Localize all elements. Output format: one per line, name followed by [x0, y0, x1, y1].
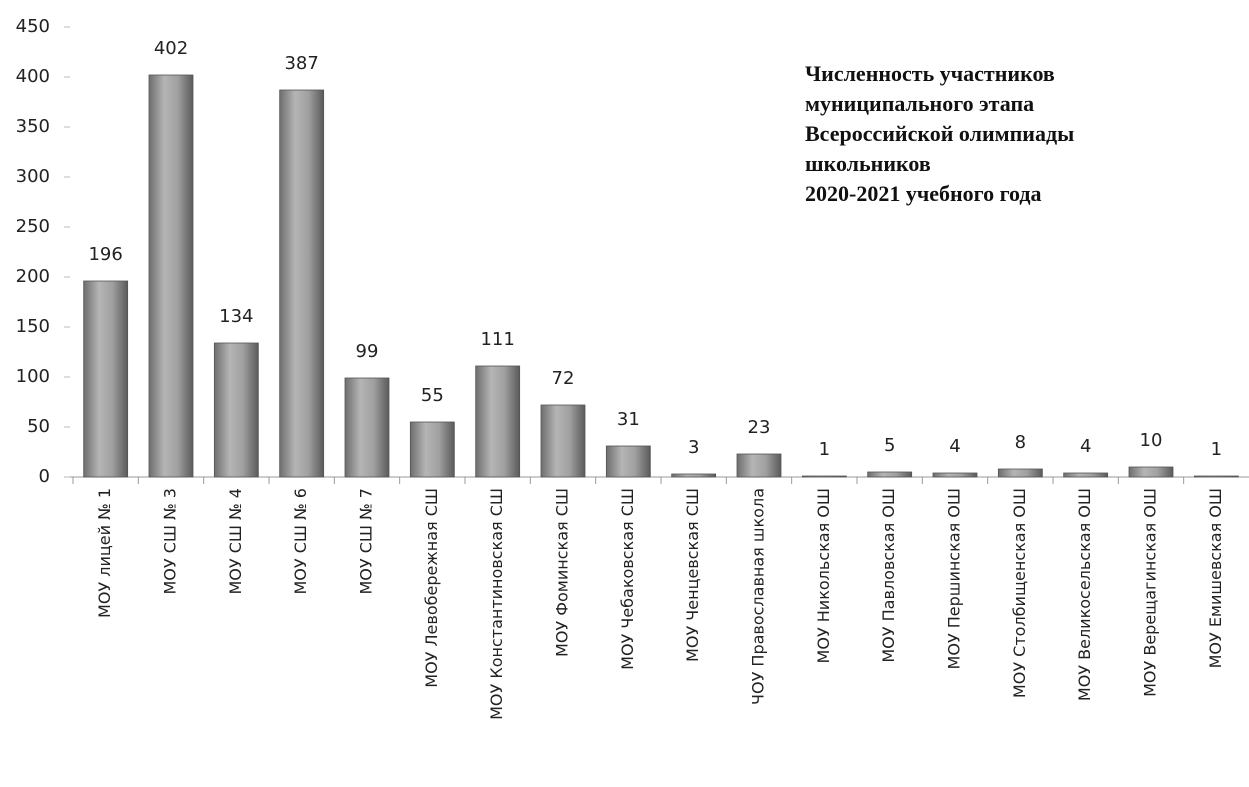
x-tick-label: МОУ Емишевская ОШ: [1206, 488, 1225, 668]
bar: [1063, 472, 1109, 478]
x-tick-label: МОУ Ченцевская СШ: [683, 488, 702, 662]
title-line: муниципального этапа: [805, 91, 1034, 116]
value-label: 10: [1140, 430, 1163, 451]
bar: [409, 421, 455, 478]
value-label: 196: [88, 244, 122, 265]
x-tick-label: МОУ Верещагинская ОШ: [1141, 488, 1160, 697]
y-tick-label: 150: [16, 316, 50, 337]
y-tick-label: 0: [39, 466, 50, 487]
y-tick-label: 450: [16, 16, 50, 37]
value-label: 4: [949, 436, 960, 457]
x-tick-label: ЧОУ Православная школа: [749, 488, 768, 705]
value-label: 8: [1015, 432, 1026, 453]
value-label: 72: [552, 368, 575, 389]
value-label: 111: [480, 329, 514, 350]
bar: [605, 445, 651, 478]
value-label: 23: [748, 417, 771, 438]
y-tick-label: 300: [16, 166, 50, 187]
chart-title: Численность участников муниципального эта…: [805, 61, 1074, 206]
value-label: 4: [1080, 436, 1091, 457]
title-line: школьников: [805, 151, 931, 176]
y-tick-label: 350: [16, 116, 50, 137]
x-tick-label: МОУ лицей № 1: [95, 488, 114, 618]
bar: [213, 342, 259, 478]
x-tick-label: МОУ Никольская ОШ: [814, 488, 833, 663]
value-label: 387: [284, 53, 318, 74]
x-tick-label: МОУ СШ № 6: [291, 488, 310, 595]
x-tick-label: МОУ Павловская ОШ: [879, 488, 898, 663]
x-tick-label: МОУ СШ № 4: [226, 488, 245, 595]
x-tick-label: МОУ СШ № 7: [357, 488, 376, 595]
value-label: 1: [819, 439, 830, 460]
title-line: Всероссийской олимпиады: [805, 121, 1074, 146]
bar: [671, 473, 717, 478]
y-tick-label: 200: [16, 266, 50, 287]
title-line: Численность участников: [805, 61, 1055, 86]
value-label: 31: [617, 409, 640, 430]
x-tick-label: МОУ Левобережная СШ: [422, 488, 441, 688]
value-label: 5: [884, 435, 895, 456]
bar: [540, 404, 586, 478]
value-label: 99: [356, 341, 379, 362]
bar: [148, 74, 194, 478]
y-tick-label: 50: [27, 416, 50, 437]
value-label: 55: [421, 385, 444, 406]
value-label: 402: [154, 38, 188, 59]
bar: [1193, 475, 1239, 478]
bar: [997, 468, 1043, 478]
bar: [801, 475, 847, 478]
x-tick-label: МОУ Константиновская СШ: [487, 488, 506, 720]
x-tick-label: МОУ Чебаковская СШ: [618, 488, 637, 670]
x-tick-label: МОУ СШ № 3: [161, 488, 180, 595]
y-tick-label: 250: [16, 216, 50, 237]
y-tick-label: 400: [16, 66, 50, 87]
x-tick-label: МОУ Столбищенская ОШ: [1010, 488, 1029, 698]
value-label: 134: [219, 306, 253, 327]
x-tick-label: МОУ Великосельская ОШ: [1075, 488, 1094, 701]
bar: [344, 377, 390, 478]
bar: [736, 453, 782, 478]
bar: [83, 280, 129, 478]
value-label: 3: [688, 437, 699, 458]
bar: [867, 471, 913, 478]
bar: [932, 472, 978, 478]
value-label: 1: [1211, 439, 1222, 460]
x-tick-label: МОУ Фоминская СШ: [553, 488, 572, 657]
y-tick-label: 100: [16, 366, 50, 387]
x-tick-label: МОУ Першинская ОШ: [945, 488, 964, 669]
bar: [1128, 466, 1174, 478]
bar: [475, 365, 521, 478]
bar: [279, 89, 325, 478]
title-line: 2020-2021 учебного года: [805, 181, 1042, 206]
